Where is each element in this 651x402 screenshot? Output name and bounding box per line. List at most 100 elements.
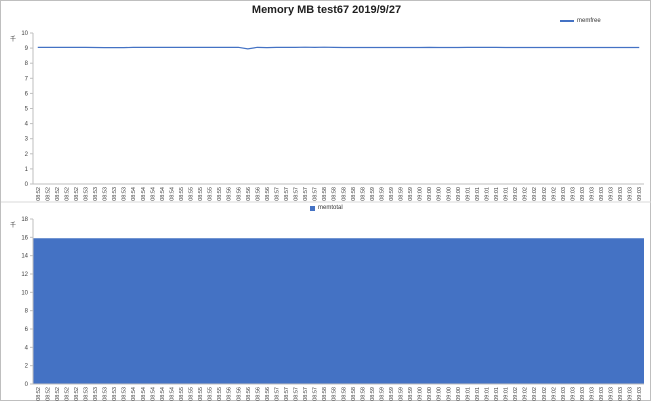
top-x-tick-label: 08:59: [408, 187, 414, 201]
bottom-y-tick-label: 16: [21, 235, 28, 241]
bottom-x-tick-label: 09:00: [446, 387, 452, 401]
top-x-tick-label: 09:01: [494, 187, 500, 201]
top-x-tick-label: 09:02: [532, 187, 538, 201]
bottom-x-tick-label: 08:59: [408, 387, 414, 401]
top-x-tick-label: 08:55: [217, 187, 223, 201]
bottom-y-tick-label: 4: [25, 345, 29, 351]
top-x-tick-label: 08:55: [198, 187, 204, 201]
top-x-tick-label: 09:03: [580, 187, 586, 201]
top-x-tick-label: 09:00: [437, 187, 443, 201]
top-x-tick-label: 08:53: [122, 187, 128, 201]
bottom-chart-unit-label: 千: [10, 223, 17, 229]
top-x-tick-label: 08:59: [389, 187, 395, 201]
top-x-tick-label: 09:03: [628, 187, 634, 201]
top-x-tick-label: 08:58: [322, 187, 328, 201]
top-x-tick-label: 09:03: [570, 187, 576, 201]
top-x-tick-label: 08:53: [84, 187, 90, 201]
top-x-tick-label: 08:56: [227, 187, 233, 201]
bottom-x-tick-label: 08:55: [198, 387, 204, 401]
top-y-tick-label: 3: [25, 137, 29, 143]
bottom-x-tick-label: 08:59: [379, 387, 385, 401]
bottom-x-tick-label: 09:03: [637, 387, 643, 401]
bottom-x-tick-label: 08:56: [236, 387, 242, 401]
bottom-x-tick-label: 08:52: [64, 387, 70, 401]
bottom-x-tick-label: 08:56: [227, 387, 233, 401]
top-x-tick-label: 08:59: [399, 187, 405, 201]
bottom-x-tick-label: 09:02: [542, 387, 548, 401]
top-x-tick-label: 09:00: [427, 187, 433, 201]
top-x-tick-label: 09:02: [523, 187, 529, 201]
bottom-x-tick-label: 08:54: [150, 387, 156, 401]
top-x-tick-label: 09:00: [418, 187, 424, 201]
bottom-y-tick-label: 8: [25, 309, 29, 315]
bottom-x-tick-label: 08:56: [265, 387, 271, 401]
bottom-x-tick-label: 09:01: [484, 387, 490, 401]
bottom-x-tick-label: 08:56: [255, 387, 261, 401]
bottom-x-tick-label: 08:58: [360, 387, 366, 401]
bottom-x-tick-label: 08:55: [208, 387, 214, 401]
bottom-x-tick-label: 08:57: [313, 387, 319, 401]
top-x-tick-label: 09:03: [561, 187, 567, 201]
bottom-x-tick-label: 08:53: [84, 387, 90, 401]
bottom-x-tick-label: 09:03: [570, 387, 576, 401]
bottom-x-tick-label: 08:54: [169, 387, 175, 401]
bottom-x-tick-label: 08:52: [74, 387, 80, 401]
top-chart-unit-label: 千: [10, 37, 17, 43]
bottom-x-tick-label: 08:59: [399, 387, 405, 401]
top-x-tick-label: 08:52: [45, 187, 51, 201]
bottom-x-tick-label: 08:58: [322, 387, 328, 401]
bottom-x-tick-label: 09:00: [427, 387, 433, 401]
memfree-line: [37, 46, 640, 50]
top-x-tick-label: 09:03: [637, 187, 643, 201]
bottom-x-tick-label: 08:53: [112, 387, 118, 401]
bottom-x-tick-label: 08:57: [284, 387, 290, 401]
bottom-x-tick-label: 08:58: [332, 387, 338, 401]
bottom-x-tick-label: 09:03: [580, 387, 586, 401]
bottom-x-tick-label: 08:53: [93, 387, 99, 401]
top-x-tick-label: 09:03: [599, 187, 605, 201]
top-x-tick-label: 09:02: [551, 187, 557, 201]
top-x-tick-label: 08:57: [313, 187, 319, 201]
top-x-tick-label: 08:54: [160, 187, 166, 201]
bottom-x-tick-label: 08:59: [370, 387, 376, 401]
top-x-tick-label: 09:02: [513, 187, 519, 201]
top-x-tick-label: 08:59: [379, 187, 385, 201]
bottom-x-tick-label: 09:01: [504, 387, 510, 401]
top-x-tick-label: 09:00: [446, 187, 452, 201]
bottom-x-tick-label: 08:54: [160, 387, 166, 401]
top-x-tick-label: 08:52: [74, 187, 80, 201]
top-x-tick-label: 09:03: [609, 187, 615, 201]
top-y-tick-label: 0: [25, 182, 29, 188]
bottom-y-tick-label: 6: [25, 327, 29, 333]
bottom-x-tick-label: 09:03: [561, 387, 567, 401]
top-x-tick-label: 08:57: [294, 187, 300, 201]
top-x-tick-label: 09:00: [456, 187, 462, 201]
top-x-tick-label: 08:54: [131, 187, 137, 201]
top-y-tick-label: 6: [25, 91, 29, 97]
bottom-y-tick-label: 0: [25, 382, 29, 388]
top-y-tick-label: 5: [25, 107, 29, 113]
bottom-x-tick-label: 08:52: [45, 387, 51, 401]
memfree-legend-label: memfree: [577, 18, 601, 24]
top-x-tick-label: 08:54: [150, 187, 156, 201]
bottom-x-tick-label: 09:01: [494, 387, 500, 401]
top-x-tick-label: 08:56: [246, 187, 252, 201]
top-x-tick-label: 08:54: [141, 187, 147, 201]
bottom-x-tick-label: 08:56: [246, 387, 252, 401]
memtotal-legend-label: memtotal: [318, 205, 343, 211]
bottom-x-tick-label: 08:57: [274, 387, 280, 401]
bottom-x-tick-label: 08:57: [294, 387, 300, 401]
bottom-x-tick-label: 08:54: [131, 387, 137, 401]
top-x-tick-label: 08:56: [236, 187, 242, 201]
bottom-x-tick-label: 09:00: [437, 387, 443, 401]
top-x-tick-label: 09:03: [589, 187, 595, 201]
bottom-x-tick-label: 08:58: [341, 387, 347, 401]
bottom-x-tick-label: 09:02: [551, 387, 557, 401]
top-x-tick-label: 08:53: [93, 187, 99, 201]
top-y-tick-label: 10: [21, 31, 28, 37]
bottom-x-tick-label: 09:00: [456, 387, 462, 401]
bottom-x-tick-label: 09:02: [523, 387, 529, 401]
top-x-tick-label: 09:01: [484, 187, 490, 201]
